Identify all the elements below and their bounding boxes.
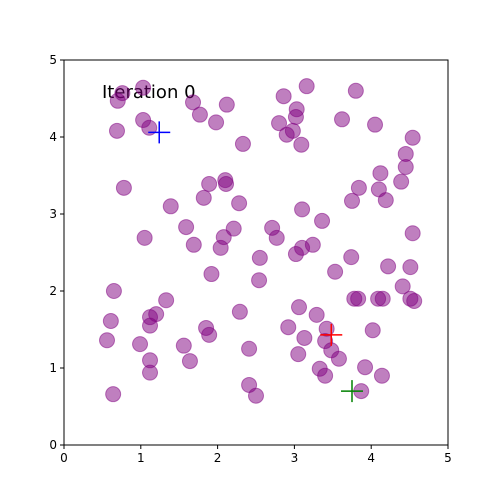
data-point: [99, 332, 116, 349]
centroid: [148, 121, 171, 144]
data-point: [234, 135, 251, 152]
data-point: [402, 259, 419, 276]
data-point: [357, 359, 374, 376]
data-point: [374, 290, 391, 307]
data-point: [334, 111, 351, 128]
x-tick-label: 2: [214, 451, 222, 465]
y-tick-label: 4: [49, 130, 57, 144]
data-point: [142, 364, 159, 381]
data-point: [105, 283, 122, 299]
centroid: [320, 323, 343, 346]
data-point: [397, 159, 414, 176]
y-tick-label: 3: [49, 207, 57, 221]
data-point: [251, 249, 268, 266]
data-point: [278, 126, 295, 143]
data-point: [364, 322, 381, 339]
data-point: [231, 303, 248, 320]
data-point: [280, 319, 297, 336]
data-point: [404, 129, 421, 146]
data-point: [268, 229, 285, 246]
data-point: [231, 195, 248, 212]
data-point: [350, 179, 367, 196]
data-point: [393, 173, 410, 190]
data-point: [191, 106, 208, 123]
x-tick-label: 1: [137, 451, 145, 465]
data-point: [350, 290, 367, 307]
data-point: [158, 292, 175, 309]
data-point: [185, 236, 202, 253]
data-point: [290, 346, 307, 363]
data-point: [251, 272, 268, 289]
data-point: [208, 114, 225, 131]
data-point: [406, 293, 423, 310]
y-tick-label: 1: [49, 361, 57, 375]
data-point: [102, 313, 119, 330]
data-point: [317, 367, 334, 384]
data-point: [185, 94, 202, 111]
data-point: [181, 353, 198, 370]
data-point: [344, 192, 360, 209]
data-point: [218, 175, 235, 192]
centroid: [341, 380, 363, 403]
data-point: [347, 82, 364, 99]
data-point: [201, 175, 218, 192]
data-point: [178, 219, 195, 236]
data-point: [271, 115, 288, 132]
data-point: [296, 329, 313, 346]
data-point: [195, 189, 212, 206]
data-point: [141, 119, 158, 136]
data-point: [373, 367, 390, 384]
data-point: [330, 350, 347, 367]
x-tick-label: 5: [444, 451, 452, 465]
data-point: [218, 96, 235, 113]
x-tick-label: 3: [291, 451, 299, 465]
data-point: [380, 258, 397, 275]
y-tick-label: 2: [49, 284, 57, 298]
data-point: [201, 326, 218, 343]
data-point: [287, 108, 304, 125]
data-point: [241, 340, 258, 357]
data-point: [377, 192, 394, 209]
axes-frame: [63, 59, 449, 446]
data-point: [367, 116, 384, 133]
data-point: [394, 278, 411, 295]
data-point: [314, 212, 331, 229]
data-point: [109, 92, 126, 109]
data-point: [108, 122, 125, 139]
data-point: [162, 198, 179, 215]
data-point: [203, 266, 220, 283]
data-point: [212, 239, 229, 256]
data-point: [135, 79, 152, 96]
data-point: [293, 136, 310, 153]
data-point: [275, 88, 292, 105]
x-tick-label: 0: [60, 451, 68, 465]
x-tick-label: 4: [367, 451, 375, 465]
data-point: [248, 387, 264, 404]
data-point: [105, 386, 122, 403]
data-point: [132, 336, 149, 353]
data-point: [115, 179, 132, 196]
data-point: [175, 337, 192, 354]
data-point: [404, 225, 421, 242]
data-point: [308, 306, 325, 323]
data-point: [136, 229, 153, 246]
data-point: [291, 299, 308, 316]
data-point: [327, 263, 344, 280]
data-point: [343, 249, 360, 266]
data-point: [372, 165, 389, 182]
data-point: [142, 317, 159, 334]
data-point: [298, 78, 315, 95]
data-point: [287, 246, 304, 263]
y-tick-label: 5: [49, 53, 57, 67]
y-tick-label: 0: [49, 438, 57, 452]
data-point: [294, 201, 311, 218]
